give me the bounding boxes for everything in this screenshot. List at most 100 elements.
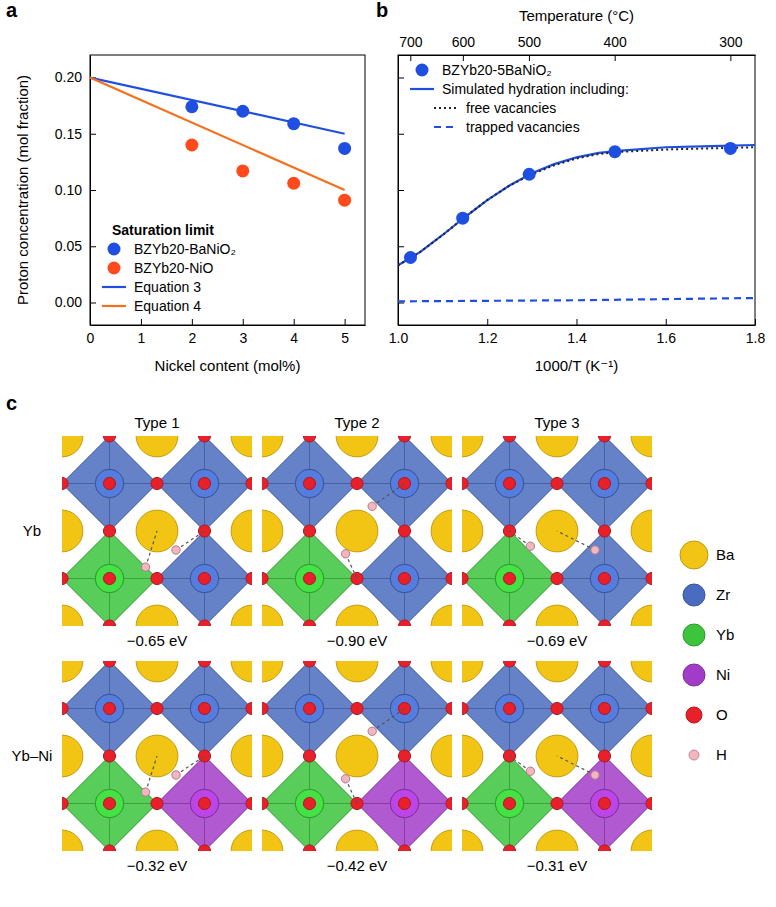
atom: [303, 477, 315, 489]
energy-label: −0.31 eV: [527, 857, 587, 874]
atom: [62, 605, 83, 626]
atom: [336, 605, 378, 626]
legend-label: Simulated hydration including:: [442, 81, 629, 97]
panel-letter: c: [6, 392, 17, 414]
tick-mark: [487, 319, 488, 325]
atom: [151, 572, 163, 584]
atom: [495, 789, 524, 818]
atom: [431, 830, 452, 851]
point: [185, 100, 198, 113]
atom: [303, 661, 315, 667]
atom: [262, 605, 283, 626]
atom: [390, 789, 419, 818]
atom: [598, 525, 610, 537]
atom: [62, 510, 83, 552]
tick-label: 1.4: [567, 330, 587, 346]
legend-symbol: [108, 262, 121, 275]
structure: [262, 436, 452, 626]
atom: [398, 572, 410, 584]
tick-mark: [615, 55, 616, 61]
atom: [631, 830, 652, 851]
atom: [190, 564, 219, 593]
legend-symbol: [102, 286, 126, 288]
atom: [151, 477, 163, 489]
tick-mark: [398, 134, 404, 135]
tick: 1.4: [567, 319, 587, 346]
legend-symbol: [683, 624, 705, 646]
atom: [198, 436, 210, 442]
tick-mark: [666, 319, 667, 325]
legend-label: BZYb20-NiO: [134, 260, 213, 276]
atom: [103, 572, 115, 584]
tick-mark: [141, 319, 142, 325]
atom: [631, 436, 652, 457]
tick-mark: [345, 319, 346, 325]
tick-label: 400: [604, 34, 628, 50]
tick: 300: [719, 34, 743, 61]
tick-label: 0.00: [55, 294, 82, 310]
tick: 1.2: [478, 319, 498, 346]
structure: [462, 436, 652, 626]
atom: [103, 661, 115, 667]
atom: [303, 572, 315, 584]
axis: 0.000.050.100.150.20: [55, 56, 96, 326]
atom: [631, 605, 652, 626]
legend-symbol: [102, 305, 126, 307]
tick-mark: [529, 55, 530, 61]
tick-label: 1.0: [389, 330, 409, 346]
tick-label: 0.05: [55, 238, 82, 254]
atom: [446, 477, 452, 489]
tick: 1.8: [746, 319, 766, 346]
tick-mark: [90, 303, 96, 304]
atom: [591, 546, 599, 554]
octahedron: [262, 756, 357, 851]
atom: [351, 702, 363, 714]
tick: 0.10: [55, 182, 96, 198]
atom: [62, 830, 83, 851]
legend-symbol: [683, 584, 705, 606]
tile-ground: [262, 436, 452, 626]
atom: [368, 727, 376, 735]
atom: [262, 797, 268, 809]
atom: [136, 830, 178, 851]
atom: [431, 510, 452, 552]
legend-label: H: [716, 746, 727, 763]
tick: 500: [518, 34, 542, 61]
atom: [198, 661, 210, 667]
point: [338, 142, 351, 155]
point: [456, 212, 469, 225]
atom: [336, 436, 378, 457]
tick-mark: [398, 78, 404, 79]
atom: [462, 436, 483, 457]
octahedron: [62, 531, 157, 626]
line: [90, 78, 345, 134]
legend-label: Ni: [716, 666, 730, 683]
atom: [536, 436, 578, 457]
tick-mark: [398, 246, 404, 247]
legend-label: Zr: [716, 586, 730, 603]
atom: [136, 661, 178, 682]
tick-mark: [463, 55, 464, 61]
atom: [95, 564, 124, 593]
tick: 700: [399, 34, 423, 61]
tick-label: 0: [87, 330, 95, 346]
legend-symbol: [680, 541, 708, 569]
atom: [631, 735, 652, 777]
atom: [590, 469, 619, 498]
line: [398, 147, 755, 265]
plot-area: [398, 142, 755, 302]
atom: [398, 661, 410, 667]
atom: [598, 797, 610, 809]
tick-mark: [410, 55, 411, 61]
atom: [551, 572, 563, 584]
atom: [526, 542, 534, 550]
atom: [62, 702, 68, 714]
atom: [231, 605, 252, 626]
y-axis-title: Proton concentration (mol fraction): [14, 75, 31, 305]
atom: [198, 702, 210, 714]
octahedron: [357, 436, 452, 531]
octahedron: [557, 436, 652, 531]
panel-letter: b: [376, 0, 388, 21]
atom: [341, 550, 349, 558]
tick-label: 600: [452, 34, 476, 50]
